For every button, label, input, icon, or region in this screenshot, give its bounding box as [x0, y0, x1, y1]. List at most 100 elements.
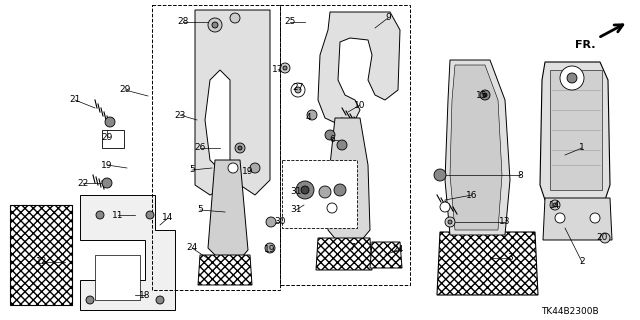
Text: 4: 4 — [305, 114, 311, 123]
Bar — [280, 5, 410, 285]
Text: 7: 7 — [349, 244, 355, 252]
Polygon shape — [10, 205, 72, 305]
Bar — [152, 5, 280, 290]
Polygon shape — [437, 232, 538, 295]
Circle shape — [337, 140, 347, 150]
Circle shape — [555, 213, 565, 223]
Bar — [282, 160, 357, 228]
Circle shape — [553, 203, 557, 207]
Circle shape — [146, 211, 154, 219]
Text: 15: 15 — [476, 91, 488, 100]
Text: 20: 20 — [596, 234, 608, 243]
Text: 24: 24 — [392, 245, 404, 254]
Circle shape — [327, 203, 337, 213]
Bar — [102, 130, 124, 148]
Text: 19: 19 — [101, 161, 113, 170]
Circle shape — [212, 22, 218, 28]
Text: 29: 29 — [101, 133, 113, 142]
Text: 28: 28 — [177, 18, 189, 27]
Text: TK44B2300B: TK44B2300B — [541, 308, 599, 316]
Text: 29: 29 — [119, 85, 131, 94]
Circle shape — [265, 243, 275, 253]
Circle shape — [307, 110, 317, 120]
Text: 6: 6 — [329, 135, 335, 145]
Circle shape — [600, 233, 610, 243]
Circle shape — [590, 213, 600, 223]
Text: 22: 22 — [77, 179, 88, 188]
Circle shape — [96, 211, 104, 219]
Text: 13: 13 — [499, 218, 511, 227]
Circle shape — [440, 202, 450, 212]
Circle shape — [238, 146, 242, 150]
Circle shape — [102, 178, 112, 188]
Circle shape — [325, 130, 335, 140]
Polygon shape — [328, 118, 370, 242]
Circle shape — [567, 73, 577, 83]
Text: 19: 19 — [243, 167, 253, 177]
Text: 26: 26 — [195, 143, 205, 153]
Circle shape — [445, 217, 455, 227]
Circle shape — [560, 66, 584, 90]
Text: 12: 12 — [36, 258, 48, 267]
Text: FR.: FR. — [575, 40, 595, 50]
Polygon shape — [318, 12, 400, 125]
Polygon shape — [540, 62, 610, 200]
Polygon shape — [80, 195, 175, 310]
Circle shape — [228, 163, 238, 173]
Text: 5: 5 — [189, 165, 195, 174]
Text: 11: 11 — [112, 211, 124, 220]
Polygon shape — [370, 242, 402, 268]
Circle shape — [250, 163, 260, 173]
Polygon shape — [316, 238, 372, 270]
Circle shape — [448, 220, 452, 224]
Text: 18: 18 — [140, 291, 151, 300]
Bar — [95, 255, 140, 300]
Circle shape — [105, 117, 115, 127]
Circle shape — [301, 186, 309, 194]
Text: 31: 31 — [291, 205, 301, 214]
Circle shape — [319, 186, 331, 198]
Text: 10: 10 — [355, 100, 365, 109]
Text: 9: 9 — [385, 13, 391, 22]
Text: 23: 23 — [174, 110, 186, 119]
Text: 30: 30 — [275, 218, 285, 227]
Text: 2: 2 — [579, 258, 585, 267]
Circle shape — [550, 200, 560, 210]
Polygon shape — [445, 60, 510, 235]
Circle shape — [334, 184, 346, 196]
Circle shape — [156, 296, 164, 304]
Text: 14: 14 — [549, 201, 561, 210]
Polygon shape — [208, 160, 248, 265]
Circle shape — [86, 296, 94, 304]
Text: 3: 3 — [507, 253, 513, 262]
Circle shape — [266, 217, 276, 227]
Circle shape — [295, 87, 301, 93]
Text: 25: 25 — [284, 18, 296, 27]
Text: 19: 19 — [264, 245, 276, 254]
Text: 21: 21 — [69, 95, 81, 105]
Text: 27: 27 — [292, 84, 304, 92]
Text: 24: 24 — [186, 244, 198, 252]
Circle shape — [280, 63, 290, 73]
Circle shape — [434, 169, 446, 181]
Circle shape — [235, 143, 245, 153]
Bar — [550, 70, 602, 190]
Text: 31: 31 — [291, 188, 301, 196]
Text: 1: 1 — [579, 143, 585, 153]
Text: 8: 8 — [517, 171, 523, 180]
Text: 16: 16 — [467, 190, 477, 199]
Polygon shape — [198, 255, 252, 285]
Text: 5: 5 — [197, 205, 203, 214]
Circle shape — [208, 18, 222, 32]
Polygon shape — [450, 65, 502, 230]
Circle shape — [483, 93, 487, 97]
Polygon shape — [543, 198, 612, 240]
Polygon shape — [195, 10, 270, 195]
Circle shape — [296, 181, 314, 199]
Circle shape — [480, 90, 490, 100]
Text: 14: 14 — [163, 213, 173, 222]
Text: 17: 17 — [272, 66, 284, 75]
Circle shape — [291, 83, 305, 97]
Circle shape — [230, 13, 240, 23]
Circle shape — [283, 66, 287, 70]
